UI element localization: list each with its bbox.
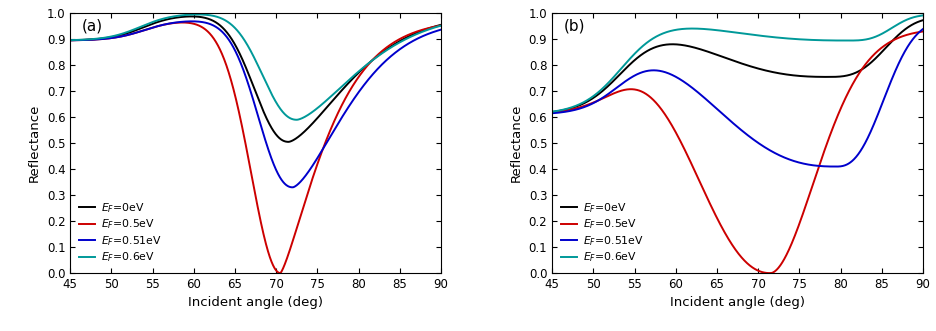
Legend: $E_F$=0eV, $E_F$=0.5eV, $E_F$=0.51eV, $E_F$=0.6eV: $E_F$=0eV, $E_F$=0.5eV, $E_F$=0.51eV, $E… (76, 198, 165, 268)
Text: (a): (a) (81, 19, 102, 33)
Legend: $E_F$=0eV, $E_F$=0.5eV, $E_F$=0.51eV, $E_F$=0.6eV: $E_F$=0eV, $E_F$=0.5eV, $E_F$=0.51eV, $E… (557, 198, 646, 268)
Y-axis label: Reflectance: Reflectance (509, 104, 522, 182)
Text: (b): (b) (563, 19, 584, 33)
Y-axis label: Reflectance: Reflectance (28, 104, 41, 182)
X-axis label: Incident angle (deg): Incident angle (deg) (188, 297, 323, 309)
X-axis label: Incident angle (deg): Incident angle (deg) (669, 297, 804, 309)
